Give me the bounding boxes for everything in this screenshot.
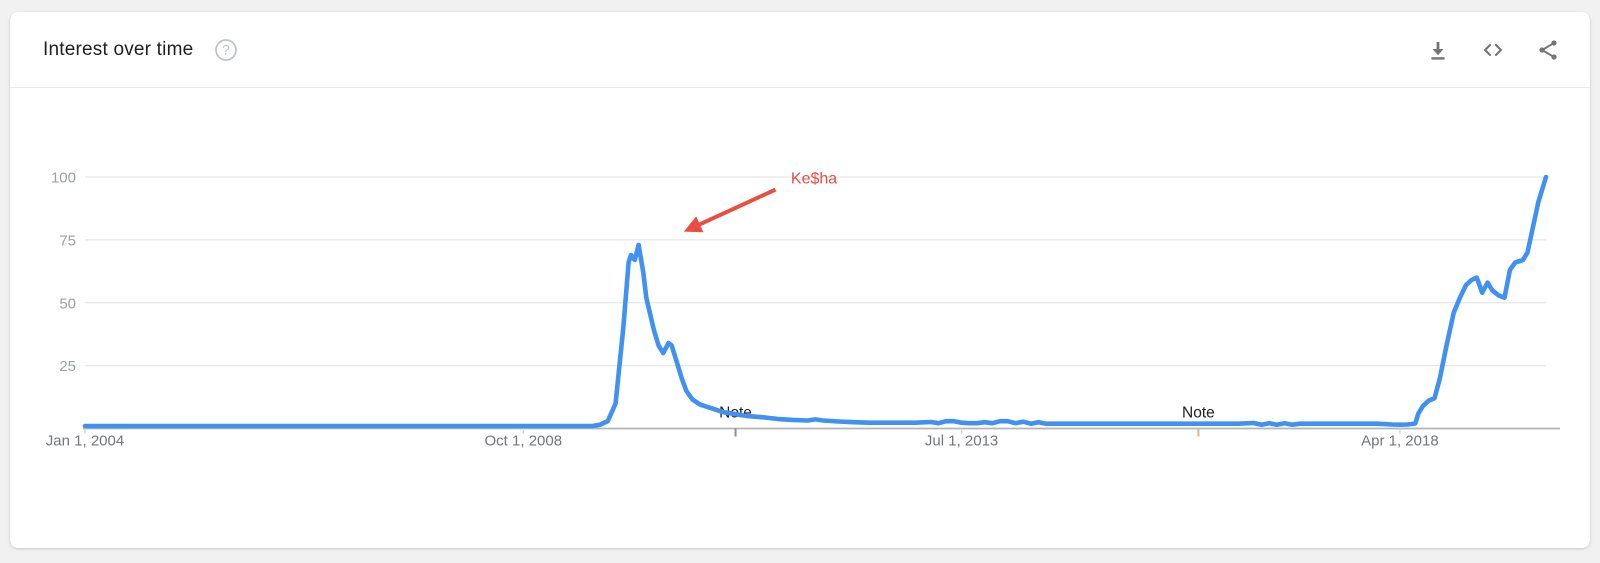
chart-area: 25 50 75 100 Jan 1, 2004 Oct 1, 2008 Jul 1, 20…: [10, 88, 1590, 548]
annotation-arrow: [683, 187, 777, 233]
x-axis-label: Apr 1, 2018: [1361, 433, 1439, 450]
embed-code-icon: [1484, 43, 1502, 56]
card-title: Interest over time: [43, 38, 194, 60]
share-button[interactable]: [1536, 38, 1560, 62]
note-label[interactable]: Note: [1182, 405, 1215, 422]
y-axis-label: 100: [51, 170, 76, 187]
y-axis-label: 75: [59, 232, 76, 249]
kesha-annotation: Ke$ha: [683, 170, 837, 233]
download-icon: [1431, 41, 1445, 60]
gridlines: 25 50 75 100: [51, 170, 1546, 375]
series-line: [82, 174, 1549, 429]
x-axis-label: Oct 1, 2008: [485, 433, 563, 450]
download-button[interactable]: [1426, 38, 1450, 62]
x-axis: Jan 1, 2004 Oct 1, 2008 Jul 1, 2013 Apr 1, …: [46, 428, 1439, 450]
help-circle-icon: ?: [215, 38, 238, 61]
annotation-label: Ke$ha: [791, 170, 837, 187]
help-icon[interactable]: ?: [214, 38, 238, 62]
embed-button[interactable]: [1481, 38, 1505, 62]
y-axis-label: 25: [59, 358, 76, 375]
svg-text:?: ?: [223, 42, 231, 57]
y-axis-label: 50: [59, 295, 76, 312]
share-icon: [1539, 39, 1557, 60]
interest-over-time-card: Interest over time ?: [10, 12, 1590, 548]
x-axis-label: Jan 1, 2004: [46, 433, 124, 450]
x-axis-label: Jul 1, 2013: [925, 433, 998, 450]
trends-line-chart: 25 50 75 100 Jan 1, 2004 Oct 1, 2008 Jul 1, 20…: [46, 170, 1560, 450]
card-header: Interest over time ?: [10, 12, 1590, 88]
